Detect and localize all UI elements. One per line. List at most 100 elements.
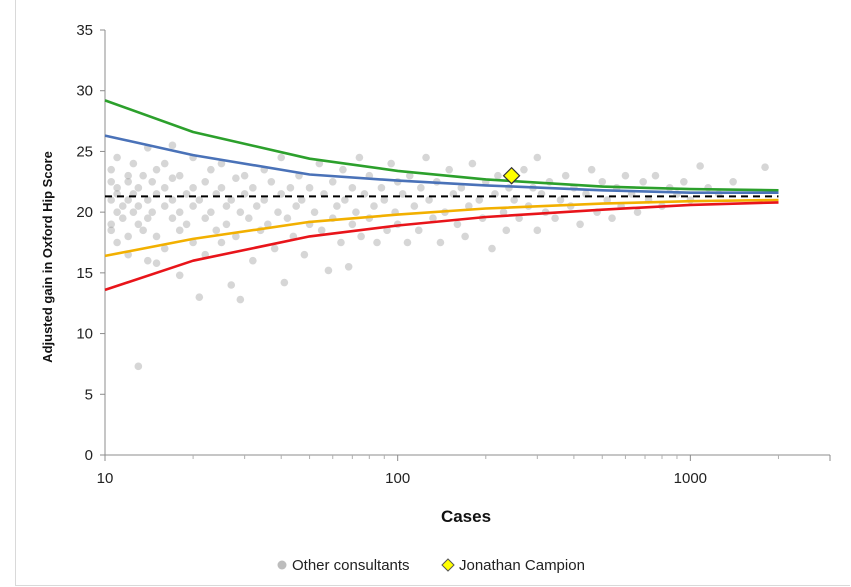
scatter-point — [551, 214, 559, 223]
legend-highlight-marker — [441, 558, 455, 572]
scatter-point — [227, 196, 236, 204]
scatter-point — [201, 177, 210, 186]
scatter-point — [274, 208, 282, 216]
scatter-point — [414, 226, 423, 235]
scatter-point — [249, 184, 257, 192]
legend-highlight-label: Jonathan Campion — [459, 557, 585, 574]
scatter-point — [134, 220, 143, 229]
scatter-point — [603, 196, 612, 204]
x-axis-title: Cases — [441, 507, 491, 526]
scatter-point — [576, 220, 584, 229]
y-tick-label: 20 — [76, 204, 93, 221]
scatter-point — [222, 220, 231, 229]
scatter-point — [348, 184, 357, 192]
scatter-point — [761, 163, 769, 172]
scatter-point — [267, 177, 276, 186]
scatter-point — [148, 177, 157, 186]
scatter-point — [333, 202, 341, 210]
scatter-point — [168, 196, 177, 204]
scatter-point — [236, 295, 245, 304]
scatter-point — [398, 190, 407, 198]
scatter-point — [403, 238, 412, 247]
scatter-point — [113, 153, 121, 162]
scatter-point — [139, 171, 147, 180]
scatter-point — [264, 220, 272, 229]
scatter-point — [283, 214, 292, 223]
scatter-point — [113, 208, 121, 216]
scatter-point — [339, 165, 347, 174]
scatter-point — [436, 238, 445, 247]
scatter-point — [236, 208, 245, 216]
scatter-point — [152, 232, 161, 241]
y-tick-label: 5 — [85, 386, 93, 403]
scatter-point — [387, 159, 395, 168]
scatter-point — [124, 232, 132, 241]
scatter-point — [124, 177, 132, 186]
scatter-point — [189, 202, 197, 210]
scatter-point — [240, 171, 249, 180]
scatter-point — [160, 184, 169, 192]
scatter-point — [217, 238, 226, 247]
scatter-point — [429, 214, 437, 223]
scatter-point — [344, 262, 353, 271]
scatter-point — [124, 171, 132, 180]
scatter-point — [639, 177, 647, 186]
scatter-point — [107, 226, 116, 235]
scatter-point — [118, 214, 127, 223]
scatter-point — [212, 226, 221, 235]
scatter-point — [425, 196, 433, 204]
scatter-point — [556, 196, 565, 204]
scatter-point — [286, 184, 295, 192]
scatter-point — [598, 177, 607, 186]
scatter-point — [373, 238, 381, 247]
scatter-point — [113, 184, 121, 192]
scatter-point — [195, 293, 204, 301]
scatter-point — [502, 226, 511, 235]
scatter-point — [305, 184, 314, 192]
legend: Other consultants Jonathan Campion — [277, 557, 585, 574]
scatter-point — [129, 159, 138, 168]
legend-scatter-label: Other consultants — [292, 557, 410, 574]
scatter-point — [134, 362, 143, 371]
scatter-point — [207, 208, 215, 216]
scatter-point — [680, 177, 688, 186]
scatter-point — [352, 208, 360, 216]
highlight-point-group — [502, 166, 521, 185]
x-axis-ticks: 10 100 1000 — [97, 455, 831, 487]
scatter-point — [252, 202, 261, 210]
scatter-point — [533, 226, 542, 235]
scatter-point — [168, 141, 177, 150]
scatter-point — [445, 165, 454, 174]
scatter-point — [300, 250, 309, 259]
scatter-point — [297, 196, 306, 204]
scatter-point — [227, 281, 236, 289]
scatter-point — [317, 226, 326, 235]
y-axis-ticks: 0 5 10 15 20 25 30 35 — [76, 22, 105, 464]
scatter-point — [175, 226, 184, 235]
scatter-point — [107, 177, 116, 186]
scatter-point — [134, 202, 143, 210]
scatter-point — [217, 159, 226, 168]
x-tick-label: 100 — [385, 470, 410, 487]
y-tick-label: 30 — [76, 83, 93, 100]
scatter-point — [280, 278, 289, 287]
scatter-point — [152, 259, 161, 267]
scatter-point — [520, 165, 528, 174]
scatter-point — [182, 190, 191, 198]
scatter-point — [217, 184, 226, 192]
scatter-point — [182, 220, 191, 229]
scatter-point — [633, 208, 642, 216]
y-tick-label: 0 — [85, 447, 93, 464]
scatter-point — [175, 208, 184, 216]
scatter-point — [651, 171, 660, 180]
scatter-point — [499, 208, 508, 216]
scatter-point — [152, 165, 161, 174]
scatter-point — [232, 174, 240, 182]
scatter-point — [341, 196, 349, 204]
scatter-point — [337, 238, 345, 247]
y-tick-label: 15 — [76, 265, 93, 282]
scatter-point — [488, 244, 496, 253]
scatter-point — [107, 220, 116, 229]
y-tick-label: 25 — [76, 143, 93, 160]
scatter-point — [377, 184, 386, 192]
